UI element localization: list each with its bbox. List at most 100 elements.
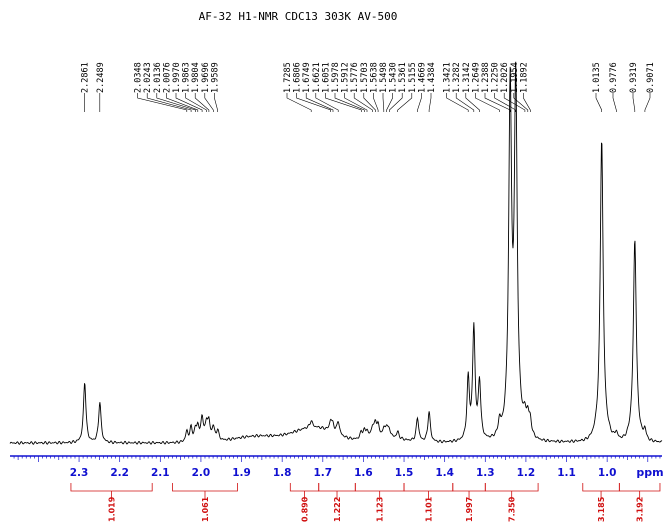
x-axis-unit-label: ppm <box>636 466 663 479</box>
peak-label: 1.1892 <box>519 62 529 93</box>
peak-label: 1.5776 <box>350 62 360 93</box>
integral-group: 1.019 1.061 0.890 1.222 1.123 1.101 1.997 7.350… <box>70 483 661 522</box>
integral-value: 1.019 <box>108 496 117 522</box>
integral-bracket <box>582 483 620 492</box>
peak-label: 1.5361 <box>398 62 408 93</box>
peak-label-leader <box>204 93 214 112</box>
peak-label-leader <box>175 93 203 112</box>
peak-label-leader <box>644 93 651 112</box>
peak-label: 1.5155 <box>408 62 418 93</box>
peak-label: 1.2250 <box>491 62 501 93</box>
x-axis-tick-label: 1.4 <box>435 467 454 479</box>
integral-bracket <box>289 483 320 492</box>
peak-label: 1.0135 <box>592 62 602 93</box>
x-axis-tick-label: 2.3 <box>70 467 89 479</box>
peak-label: 1.6051 <box>321 62 331 93</box>
peak-label-leader <box>305 93 334 112</box>
peak-label-leader <box>484 93 511 112</box>
x-axis-tick-label: 1.1 <box>557 467 576 479</box>
peak-label: 0.9319 <box>629 62 639 93</box>
peak-label: 2.0348 <box>134 62 144 93</box>
peak-label-group: 2.2861 2.2489 2.0348 2.0243 2.0136 2.0076 1.99… <box>81 62 656 112</box>
peak-label: 1.6806 <box>293 62 303 93</box>
x-axis-tick-label: 1.7 <box>313 467 332 479</box>
x-axis-tick-label: 1.0 <box>598 467 617 479</box>
peak-label-leader <box>382 93 385 112</box>
spectrum-trace <box>9 61 663 445</box>
integral-value: 1.123 <box>376 497 385 522</box>
peak-label-leader <box>446 93 469 112</box>
integral-value: 1.222 <box>333 497 342 522</box>
peak-label-leader <box>214 93 218 112</box>
spectrum-line <box>9 61 663 445</box>
x-axis-tick-label: 1.6 <box>354 467 373 479</box>
peak-label-leader <box>475 93 500 112</box>
x-axis-tick-label: 2.1 <box>151 467 170 479</box>
integral-value: 0.890 <box>301 496 310 522</box>
integral-bracket <box>318 483 356 492</box>
peak-label: 1.9804 <box>191 62 201 93</box>
peak-label-leader <box>344 93 368 112</box>
peak-label: 1.9970 <box>172 62 182 93</box>
peak-label-leader <box>523 93 531 112</box>
peak-label-leader <box>334 93 365 112</box>
peak-label: 1.2388 <box>481 62 491 93</box>
integral-value: 7.350 <box>508 496 517 522</box>
peak-label: 2.0243 <box>143 62 153 93</box>
peak-label: 1.5638 <box>369 62 379 93</box>
peak-label: 1.4384 <box>427 62 437 93</box>
x-axis-tick-label: 1.9 <box>232 467 251 479</box>
peak-label: 1.1954 <box>510 62 520 93</box>
peak-label-leader <box>632 93 636 112</box>
peak-label: 1.5978 <box>331 62 341 93</box>
peak-label-leader <box>455 93 475 112</box>
peak-label-leader <box>325 93 362 112</box>
peak-label-leader <box>612 93 617 112</box>
peak-label: 1.3142 <box>462 62 472 93</box>
peak-label-leader <box>166 93 199 112</box>
peak-label-leader <box>386 93 393 112</box>
peak-label-leader <box>286 93 312 112</box>
integral-bracket <box>452 483 486 492</box>
x-axis-tick-label: 2.0 <box>192 467 211 479</box>
peak-label: 2.0136 <box>153 62 163 93</box>
peak-label-leader <box>513 93 529 112</box>
peak-label: 1.6749 <box>302 62 312 93</box>
integral-bracket <box>70 483 153 492</box>
peak-label: 1.2026 <box>500 62 510 93</box>
x-axis-ticks: 2.3 2.2 2.1 2.0 1.9 1.8 1.7 1.6 1.5 1.4 1.3 1.2 1.1 1… <box>13 456 661 479</box>
peak-label-leader <box>465 93 480 112</box>
peak-label: 2.2861 <box>81 62 91 93</box>
peak-label-leader <box>494 93 517 112</box>
peak-label: 0.9776 <box>609 62 619 93</box>
peak-label: 1.7285 <box>283 62 293 93</box>
peak-label-leader <box>363 93 376 112</box>
peak-label: 2.2489 <box>96 62 106 93</box>
peak-label-leader <box>296 93 332 112</box>
peak-label: 1.4669 <box>417 62 427 93</box>
peak-label: 1.2649 <box>471 62 481 93</box>
peak-label: 1.5430 <box>389 62 399 93</box>
peak-label: 1.9863 <box>182 62 192 93</box>
peak-label: 2.0076 <box>162 62 172 93</box>
x-axis-tick-label: 1.8 <box>273 467 292 479</box>
peak-label-leader <box>595 93 603 112</box>
peak-label-leader <box>185 93 207 112</box>
peak-label-leader <box>389 93 403 112</box>
integral-bracket <box>484 483 539 492</box>
x-axis-tick-label: 1.3 <box>476 467 495 479</box>
peak-label: 1.5912 <box>341 62 351 93</box>
x-axis-tick-label: 2.2 <box>110 467 129 479</box>
peak-label-leader <box>194 93 210 112</box>
peak-label-leader <box>137 93 188 112</box>
peak-label-leader <box>503 93 526 112</box>
peak-label-leader <box>397 93 413 112</box>
peak-label-leader <box>156 93 196 112</box>
peak-label-leader <box>315 93 339 112</box>
x-axis-tick-label: 1.2 <box>517 467 536 479</box>
peak-label: 1.9696 <box>201 62 211 93</box>
integral-bracket <box>354 483 405 492</box>
integral-value: 3.185 <box>597 496 606 522</box>
peak-label: 1.3421 <box>443 62 453 93</box>
